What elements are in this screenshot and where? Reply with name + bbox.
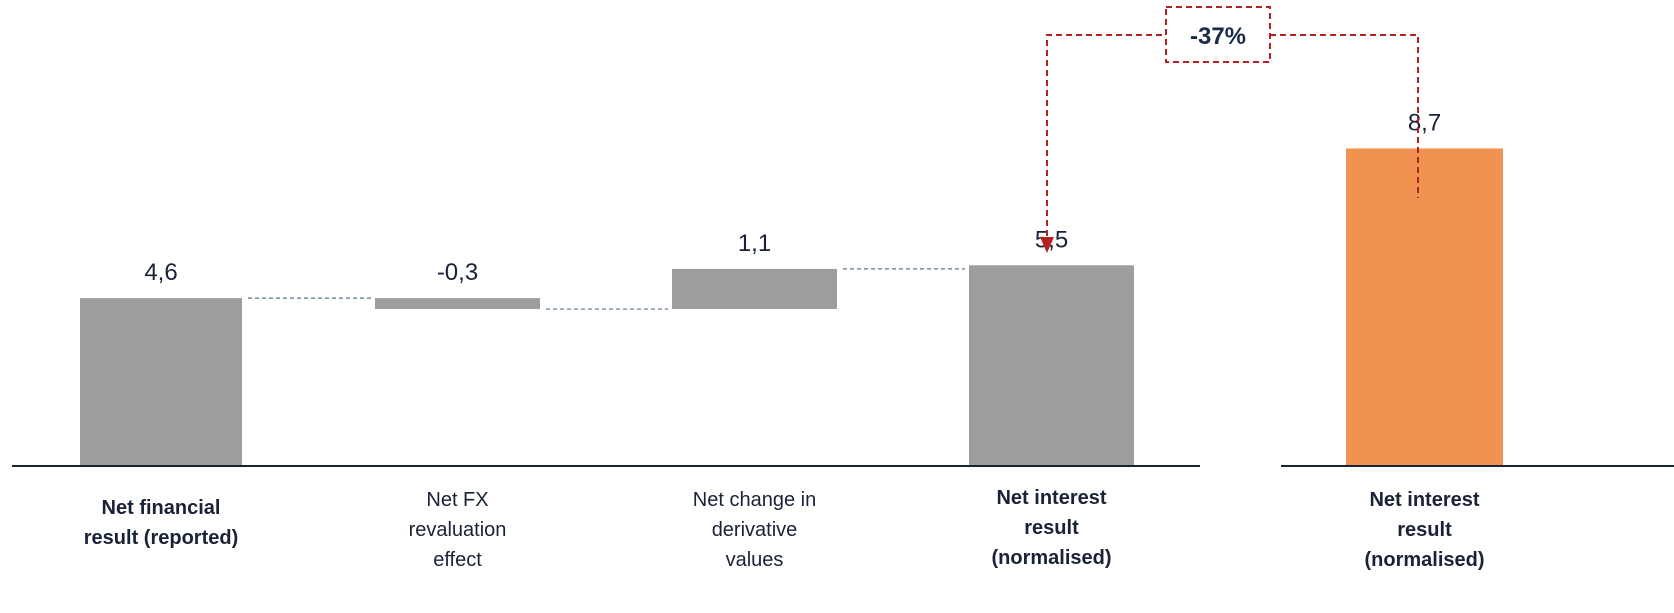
category-label-3: Net change in derivative values <box>693 489 816 571</box>
value-label-1: 4,6 <box>144 259 177 286</box>
value-label-3: 1,1 <box>738 230 771 257</box>
value-label-2: -0,3 <box>437 259 478 286</box>
annotation-layer: -37% <box>1040 6 1419 253</box>
category-label-1: Net financial result (reported) <box>84 497 238 549</box>
annotation-box <box>1165 6 1271 63</box>
annotation-left-line <box>1046 34 1166 236</box>
annotation-label: -37% <box>1190 23 1246 50</box>
value-label-compare: 8,7 <box>1408 109 1441 136</box>
bar-normalised-compare <box>1346 148 1503 466</box>
bar-2 <box>375 298 540 310</box>
category-label-compare: Net interest result (normalised) <box>1364 489 1484 571</box>
bar-1 <box>80 298 242 466</box>
bars-layer <box>80 148 1503 466</box>
bar-4 <box>969 265 1134 466</box>
category-label-2: Net FX revaluation effect <box>409 489 507 571</box>
category-label-4: Net interest result (normalised) <box>991 487 1111 569</box>
arrow-down-icon <box>1040 237 1054 253</box>
connectors-layer <box>248 268 965 310</box>
bar-3 <box>672 268 837 310</box>
